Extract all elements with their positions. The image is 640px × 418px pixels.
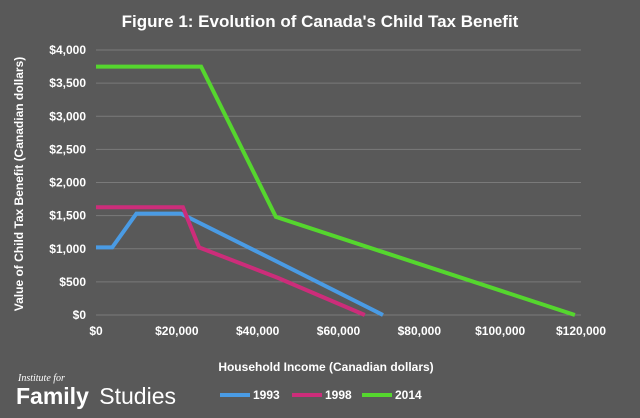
logo-main-text: Family Studies: [16, 383, 176, 409]
y-tick-label: $500: [59, 275, 86, 289]
logo-family: Family: [16, 383, 89, 409]
grid-lines: [96, 50, 581, 315]
legend-label-2014: 2014: [395, 388, 422, 402]
series-lines: [96, 67, 575, 315]
y-tick-label: $1,500: [49, 209, 86, 223]
x-tick-label: $0: [89, 324, 103, 338]
legend-label-1993: 1993: [253, 388, 280, 402]
institute-logo: Institute for Family Studies: [16, 373, 176, 409]
x-tick-label: $80,000: [398, 324, 442, 338]
y-tick-label: $2,000: [49, 176, 86, 190]
y-tick-label: $2,500: [49, 142, 86, 156]
y-axis-ticks: $0 $500 $1,000 $1,500 $2,000 $2,500 $3,000 $3,5…: [49, 43, 86, 322]
x-tick-label: $100,000: [475, 324, 525, 338]
x-tick-label: $40,000: [236, 324, 280, 338]
chart-title: Figure 1: Evolution of Canada's Child Ta…: [122, 12, 519, 31]
y-tick-label: $3,500: [49, 76, 86, 90]
chart-panel: Figure 1: Evolution of Canada's Child Ta…: [0, 0, 640, 418]
x-tick-label: $60,000: [317, 324, 361, 338]
y-tick-label: $0: [73, 308, 87, 322]
legend-label-1998: 1998: [325, 388, 352, 402]
legend: 1993 1998 2014: [220, 388, 422, 402]
x-axis-ticks: $0 $20,000 $40,000 $60,000 $80,000 $100,000 $1…: [89, 324, 606, 338]
series-line-1998: [96, 207, 365, 315]
y-tick-label: $4,000: [49, 43, 86, 57]
series-line-2014: [96, 67, 575, 315]
x-tick-label: $20,000: [155, 324, 199, 338]
y-axis-label: Value of Child Tax Benefit (Canadian dol…: [12, 57, 26, 311]
y-tick-label: $3,000: [49, 109, 86, 123]
x-axis-label: Household Income (Canadian dollars): [218, 360, 433, 374]
x-tick-label: $120,000: [556, 324, 606, 338]
chart-svg: Figure 1: Evolution of Canada's Child Ta…: [0, 0, 640, 418]
logo-studies: Studies: [99, 383, 176, 409]
y-tick-label: $1,000: [49, 242, 86, 256]
